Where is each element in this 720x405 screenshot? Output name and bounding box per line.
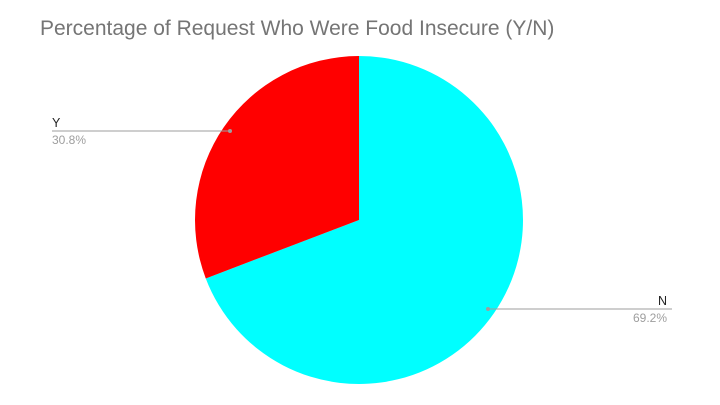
- slice-percent-n: 69.2%: [633, 311, 667, 325]
- pie-slice-n: [205, 56, 524, 384]
- leader-dot-n: [486, 307, 490, 311]
- labels-layer: N 69.2% Y 30.8%: [52, 116, 672, 325]
- pie-slice-y: [194, 56, 359, 279]
- chart-title: Percentage of Request Who Were Food Inse…: [40, 17, 555, 40]
- slice-percent-y: 30.8%: [52, 133, 86, 147]
- slice-label-n: N: [658, 294, 667, 308]
- slices-layer: [194, 56, 524, 384]
- leader-dot-y: [228, 129, 232, 133]
- slice-label-y: Y: [52, 116, 61, 130]
